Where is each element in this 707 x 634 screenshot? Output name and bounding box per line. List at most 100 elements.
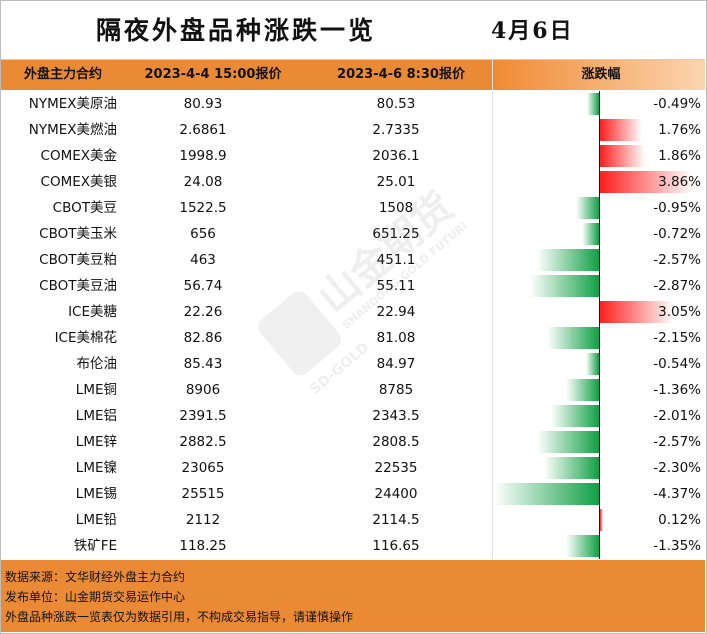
price-2: 451.1: [376, 252, 416, 268]
table-row: NYMEX美原油 80.93 80.53 -0.49%: [1, 91, 705, 117]
price-1: 56.74: [183, 278, 223, 294]
price-2: 2808.5: [372, 434, 420, 450]
price-1: 656: [190, 226, 216, 242]
change-bar-up: [600, 145, 645, 167]
contract-name: CBOT美豆粕: [39, 252, 117, 268]
price-1: 85.43: [183, 356, 223, 372]
price-1: 24.08: [183, 174, 223, 190]
change-percent: -0.72%: [653, 226, 701, 242]
change-bar-down: [537, 431, 599, 453]
contract-name: 布伦油: [76, 356, 118, 372]
price-1: 23065: [181, 460, 225, 476]
change-percent: 0.12%: [658, 512, 701, 528]
change-percent: -2.15%: [653, 330, 701, 346]
change-percent: -4.37%: [653, 486, 701, 502]
change-percent: -1.36%: [653, 382, 701, 398]
table-row: CBOT美豆 1522.5 1508 -0.95%: [1, 195, 705, 221]
change-bar-down: [550, 405, 599, 427]
report-date: 4月6日: [491, 18, 574, 44]
change-percent: -0.95%: [653, 200, 701, 216]
table-row: LME锡 25515 24400 -4.37%: [1, 481, 705, 507]
price-2: 55.11: [376, 278, 416, 294]
header-price-2: 2023-4-6 8:30报价: [337, 67, 465, 82]
price-1: 1998.9: [179, 148, 227, 164]
table-row: LME铝 2391.5 2343.5 -2.01%: [1, 403, 705, 429]
price-2: 2114.5: [372, 512, 420, 528]
change-bar-down: [547, 327, 599, 349]
change-bar-down: [566, 535, 599, 557]
change-bar-up: [600, 301, 674, 323]
table-row: CBOT美豆油 56.74 55.11 -2.87%: [1, 273, 705, 299]
contract-name: LME锌: [75, 434, 117, 450]
contract-name: CBOT美豆: [52, 200, 117, 216]
change-bar-down: [576, 197, 599, 219]
contract-name: ICE美糖: [68, 304, 117, 320]
footer-publisher: 发布单位：山金期货交易运作中心: [5, 590, 186, 604]
footer: 数据来源：文华财经外盘主力合约 发布单位：山金期货交易运作中心 外盘品种涨跌一览…: [1, 560, 705, 632]
contract-name: NYMEX美燃油: [28, 122, 117, 138]
contract-name: ICE美棉花: [54, 330, 117, 346]
change-percent: 3.05%: [658, 304, 701, 320]
contract-name: LME铅: [75, 512, 117, 528]
price-1: 118.25: [179, 538, 227, 554]
change-percent: 1.76%: [658, 122, 701, 138]
footer-source: 数据来源：文华财经外盘主力合约: [5, 570, 186, 584]
price-2: 24400: [374, 486, 418, 502]
change-percent: 1.86%: [658, 148, 701, 164]
change-bar-up: [600, 119, 643, 141]
header-change-bg: [493, 60, 705, 90]
table-row: LME锌 2882.5 2808.5 -2.57%: [1, 429, 705, 455]
price-1: 1522.5: [179, 200, 227, 216]
page-title: 隔夜外盘品种涨跌一览: [96, 16, 377, 45]
table-row: 布伦油 85.43 84.97 -0.54%: [1, 351, 705, 377]
change-percent: -2.01%: [653, 408, 701, 424]
contract-name: LME铜: [75, 382, 117, 398]
change-bar-down: [529, 275, 599, 297]
change-percent: -2.57%: [653, 434, 701, 450]
change-percent: -0.54%: [653, 356, 701, 372]
price-1: 2.6861: [179, 122, 227, 138]
change-percent: -2.87%: [653, 278, 701, 294]
price-2: 22.94: [376, 304, 416, 320]
price-1: 2112: [185, 512, 221, 528]
change-bar-up: [600, 509, 603, 531]
change-percent: 3.86%: [658, 174, 701, 190]
table-row: CBOT美豆粕 463 451.1 -2.57%: [1, 247, 705, 273]
table-row: COMEX美金 1998.9 2036.1 1.86%: [1, 143, 705, 169]
contract-name: CBOT美豆油: [39, 278, 117, 294]
contract-name: LME锡: [75, 486, 117, 502]
table-row: CBOT美玉米 656 651.25 -0.72%: [1, 221, 705, 247]
price-1: 2391.5: [179, 408, 227, 424]
price-1: 2882.5: [179, 434, 227, 450]
price-2: 22535: [374, 460, 418, 476]
change-bar-up: [600, 171, 694, 193]
header-change: 涨跌幅: [581, 67, 621, 82]
price-2: 80.53: [376, 96, 416, 112]
price-1: 82.86: [183, 330, 223, 346]
change-bar-down: [566, 379, 599, 401]
contract-name: LME铝: [75, 408, 117, 424]
change-percent: -1.35%: [653, 538, 701, 554]
contract-name: 铁矿FE: [73, 538, 117, 554]
price-2: 2.7335: [372, 122, 420, 138]
title-bar: 隔夜外盘品种涨跌一览 4月6日: [1, 1, 705, 60]
price-1: 80.93: [183, 96, 223, 112]
price-2: 1508: [378, 200, 414, 216]
column-divider: [492, 60, 493, 559]
change-bar-down: [585, 353, 599, 375]
table-row: LME镍 23065 22535 -2.30%: [1, 455, 705, 481]
price-1: 22.26: [183, 304, 223, 320]
price-2: 84.97: [376, 356, 416, 372]
table-row: LME铜 8906 8785 -1.36%: [1, 377, 705, 403]
footer-disclaimer: 外盘品种涨跌一览表仅为数据引用，不构成交易指导，请谨慎操作: [5, 610, 354, 624]
table-row: ICE美棉花 82.86 81.08 -2.15%: [1, 325, 705, 351]
change-percent: -2.57%: [653, 252, 701, 268]
price-2: 2036.1: [372, 148, 420, 164]
table-row: NYMEX美燃油 2.6861 2.7335 1.76%: [1, 117, 705, 143]
table-header: 外盘主力合约 2023-4-4 15:00报价 2023-4-6 8:30报价 …: [1, 60, 705, 90]
header-price-1: 2023-4-4 15:00报价: [144, 67, 282, 82]
change-bar-down: [543, 457, 599, 479]
table-row: LME铅 2112 2114.5 0.12%: [1, 507, 705, 533]
change-percent: -0.49%: [653, 96, 701, 112]
price-2: 116.65: [372, 538, 420, 554]
